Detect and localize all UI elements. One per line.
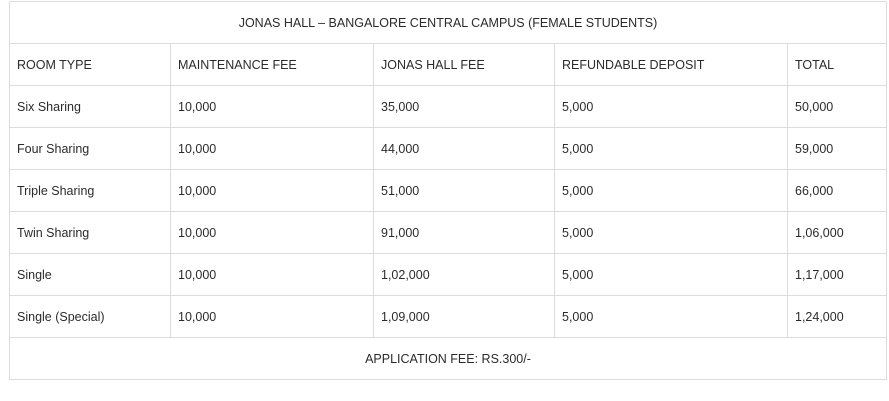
cell-total: 66,000 <box>787 169 887 212</box>
header-refundable-deposit: REFUNDABLE DEPOSIT <box>554 43 788 86</box>
cell-room-type: Twin Sharing <box>9 211 171 254</box>
header-jonas-hall-fee: JONAS HALL FEE <box>373 43 555 86</box>
table-row: Six Sharing 10,000 35,000 5,000 50,000 <box>9 85 887 128</box>
header-room-type: ROOM TYPE <box>9 43 171 86</box>
header-total: TOTAL <box>787 43 887 86</box>
cell-room-type: Single (Special) <box>9 295 171 338</box>
header-maintenance-fee: MAINTENANCE FEE <box>170 43 374 86</box>
cell-maintenance-fee: 10,000 <box>170 253 374 296</box>
cell-room-type: Four Sharing <box>9 127 171 170</box>
cell-maintenance-fee: 10,000 <box>170 85 374 128</box>
cell-jonas-hall-fee: 1,02,000 <box>373 253 555 296</box>
cell-total: 1,24,000 <box>787 295 887 338</box>
cell-refundable-deposit: 5,000 <box>554 127 788 170</box>
cell-jonas-hall-fee: 51,000 <box>373 169 555 212</box>
cell-refundable-deposit: 5,000 <box>554 85 788 128</box>
cell-total: 50,000 <box>787 85 887 128</box>
cell-jonas-hall-fee: 1,09,000 <box>373 295 555 338</box>
cell-maintenance-fee: 10,000 <box>170 211 374 254</box>
cell-room-type: Six Sharing <box>9 85 171 128</box>
table-header-row: ROOM TYPE MAINTENANCE FEE JONAS HALL FEE… <box>9 43 887 86</box>
cell-total: 59,000 <box>787 127 887 170</box>
cell-total: 1,17,000 <box>787 253 887 296</box>
cell-jonas-hall-fee: 35,000 <box>373 85 555 128</box>
table-row: Four Sharing 10,000 44,000 5,000 59,000 <box>9 127 887 170</box>
cell-room-type: Single <box>9 253 171 296</box>
cell-refundable-deposit: 5,000 <box>554 295 788 338</box>
table-row: Single (Special) 10,000 1,09,000 5,000 1… <box>9 295 887 338</box>
table-row: Triple Sharing 10,000 51,000 5,000 66,00… <box>9 169 887 212</box>
cell-jonas-hall-fee: 91,000 <box>373 211 555 254</box>
cell-maintenance-fee: 10,000 <box>170 127 374 170</box>
table-row: Twin Sharing 10,000 91,000 5,000 1,06,00… <box>9 211 887 254</box>
fee-table: JONAS HALL – BANGALORE CENTRAL CAMPUS (F… <box>9 1 887 380</box>
cell-room-type: Triple Sharing <box>9 169 171 212</box>
cell-total: 1,06,000 <box>787 211 887 254</box>
table-title: JONAS HALL – BANGALORE CENTRAL CAMPUS (F… <box>9 1 887 44</box>
cell-refundable-deposit: 5,000 <box>554 211 788 254</box>
table-row: Single 10,000 1,02,000 5,000 1,17,000 <box>9 253 887 296</box>
application-fee-note: APPLICATION FEE: RS.300/- <box>9 337 887 380</box>
fee-table-container: JONAS HALL – BANGALORE CENTRAL CAMPUS (F… <box>9 1 887 380</box>
cell-refundable-deposit: 5,000 <box>554 253 788 296</box>
cell-maintenance-fee: 10,000 <box>170 295 374 338</box>
cell-maintenance-fee: 10,000 <box>170 169 374 212</box>
table-footer-row: APPLICATION FEE: RS.300/- <box>9 337 887 380</box>
cell-jonas-hall-fee: 44,000 <box>373 127 555 170</box>
table-title-row: JONAS HALL – BANGALORE CENTRAL CAMPUS (F… <box>9 1 887 44</box>
cell-refundable-deposit: 5,000 <box>554 169 788 212</box>
